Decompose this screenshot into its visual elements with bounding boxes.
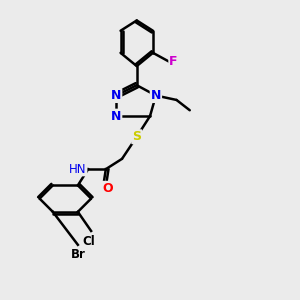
Text: F: F [169, 55, 178, 68]
Text: N: N [111, 89, 121, 102]
Text: Br: Br [70, 248, 85, 261]
Text: HN: HN [69, 163, 87, 176]
Text: S: S [132, 130, 141, 143]
Text: O: O [102, 182, 112, 195]
Text: N: N [111, 110, 121, 123]
Text: Cl: Cl [82, 236, 95, 248]
Text: N: N [151, 89, 161, 102]
